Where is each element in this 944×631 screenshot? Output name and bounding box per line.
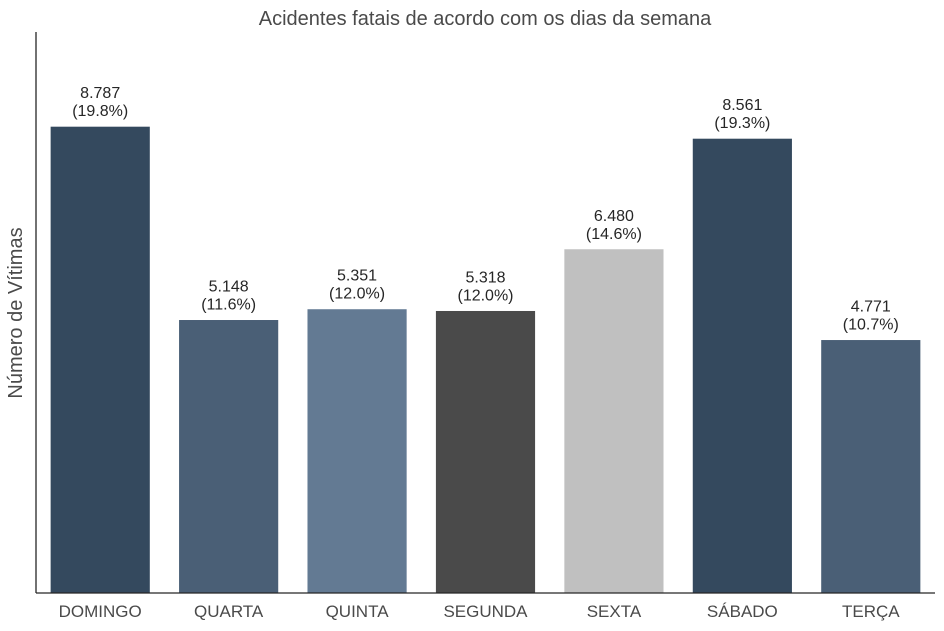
percent-label-0: (19.8%) xyxy=(72,103,128,120)
percent-label-6: (10.7%) xyxy=(843,317,899,334)
x-tick-label-0: DOMINGO xyxy=(59,602,142,621)
value-label-5: 8.561 xyxy=(722,97,762,114)
percent-label-1: (11.6%) xyxy=(201,297,256,314)
x-tick-label-2: QUINTA xyxy=(326,602,390,621)
bar-4 xyxy=(563,248,665,594)
y-axis-label: Número de Vítimas xyxy=(5,227,27,398)
value-label-0: 8.787 xyxy=(80,85,120,102)
value-label-4: 6.480 xyxy=(594,208,634,225)
x-tick-label-1: QUARTA xyxy=(194,602,264,621)
value-label-3: 5.318 xyxy=(465,269,505,286)
bars-layer xyxy=(49,125,922,594)
bar-1 xyxy=(178,319,280,594)
bar-0 xyxy=(49,125,151,594)
percent-label-5: (19.3%) xyxy=(714,115,770,132)
value-labels-layer: 8.787(19.8%)5.148(11.6%)5.351(12.0%)5.31… xyxy=(72,85,899,333)
percent-label-4: (14.6%) xyxy=(586,226,642,243)
value-label-6: 4.771 xyxy=(851,299,891,316)
bar-6 xyxy=(820,339,922,594)
value-label-2: 5.351 xyxy=(337,268,377,285)
bar-2 xyxy=(306,308,408,594)
value-label-1: 5.148 xyxy=(209,279,249,296)
chart-title: Acidentes fatais de acordo com os dias d… xyxy=(259,8,712,30)
x-tick-labels-layer: DOMINGO QUARTA QUINTA SEGUNDA SEXTA SÁBADO TER… xyxy=(59,602,901,621)
bar-3 xyxy=(434,309,537,594)
x-tick-label-6: TERÇA xyxy=(842,602,900,621)
x-tick-label-5: SÁBADO xyxy=(707,602,778,621)
bar-5 xyxy=(691,137,793,594)
percent-label-3: (12.0%) xyxy=(457,287,513,304)
x-tick-label-3: SEGUNDA xyxy=(443,602,528,621)
percent-label-2: (12.0%) xyxy=(329,286,385,303)
x-tick-label-4: SEXTA xyxy=(587,602,642,621)
